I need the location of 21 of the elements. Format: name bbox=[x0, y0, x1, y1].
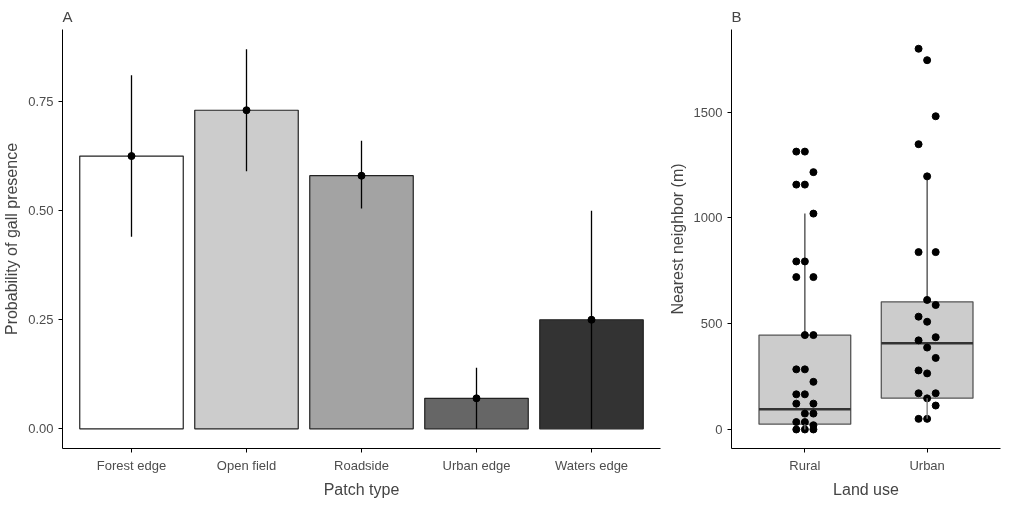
x-tick-label: Urban edge bbox=[442, 457, 511, 473]
x-tick-label: Roadside bbox=[334, 457, 389, 473]
x-tick-label: Waters edge bbox=[554, 457, 629, 473]
x-tick-label: Urban bbox=[909, 457, 945, 473]
y-tick-label: 0 bbox=[715, 421, 723, 437]
y-tick-label: 500 bbox=[700, 316, 723, 332]
x-axis-title: Land use bbox=[833, 480, 900, 498]
y-tick-label: 0.00 bbox=[28, 421, 54, 437]
y-tick-label: 0.25 bbox=[28, 312, 54, 328]
x-tick-label: Open field bbox=[216, 457, 277, 473]
y-tick-label: 0.50 bbox=[28, 203, 54, 219]
y-tick-label: 1500 bbox=[693, 104, 723, 120]
chart-title: B bbox=[731, 7, 742, 25]
chart-title: A bbox=[62, 7, 73, 25]
x-axis-title: Patch type bbox=[323, 480, 400, 498]
y-tick-label: 0.75 bbox=[28, 94, 54, 110]
y-tick-label: 1000 bbox=[693, 210, 723, 226]
y-axis-title: Probability of gall presence bbox=[3, 142, 21, 336]
x-tick-label: Forest edge bbox=[96, 457, 167, 473]
x-tick-label: Rural bbox=[789, 457, 821, 473]
y-axis-title: Nearest neighbor (m) bbox=[668, 163, 686, 315]
